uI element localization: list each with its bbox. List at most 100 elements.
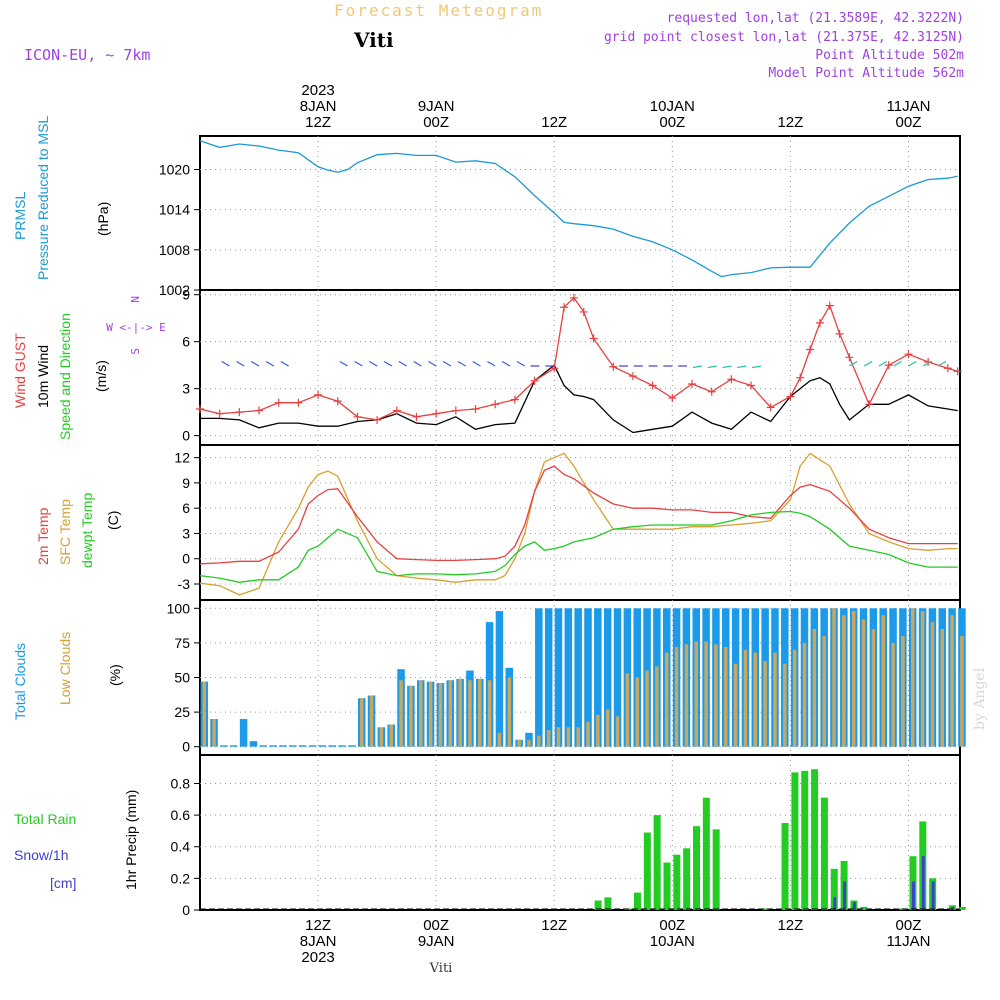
- wind-tick-label: 9: [182, 287, 190, 303]
- low-cloud-bar: [674, 647, 679, 747]
- precip-bars: [200, 769, 966, 910]
- total-cloud-bar: [348, 745, 356, 747]
- low-cloud-bar: [438, 683, 443, 747]
- total-cloud-bar: [289, 745, 297, 747]
- rain-bar: [604, 897, 612, 910]
- rain-bar: [702, 797, 710, 910]
- wind-arrow: [221, 360, 230, 367]
- dewpt-line: [199, 510, 958, 583]
- pressure-line: [199, 140, 958, 278]
- low-cloud-bar: [920, 611, 925, 747]
- total-cloud-bar: [594, 608, 602, 747]
- snow-unit-label: [cm]: [50, 875, 76, 891]
- wind-arrow: [383, 360, 393, 367]
- snow-bar: [921, 856, 925, 910]
- low-cloud-bar: [940, 629, 944, 747]
- low-cloud-bar: [468, 680, 472, 747]
- precip-tick-label: 0.4: [171, 839, 191, 855]
- wind-gust-line: [199, 296, 958, 421]
- gust-marker: [353, 412, 362, 421]
- grid-point-coords: grid point closest lon,lat (21.375E, 42.…: [604, 30, 964, 45]
- rain-bar: [830, 868, 838, 910]
- snow-label: Snow/1h: [14, 847, 68, 863]
- wind-speed-line: [200, 364, 958, 434]
- total-cloud-bar: [230, 745, 238, 747]
- wind-arrow: [692, 365, 702, 369]
- wind-arrow: [707, 365, 717, 369]
- compass-n: N: [129, 296, 142, 303]
- total-cloud-bar: [328, 745, 336, 747]
- pressure-tick-label: 1002: [159, 282, 190, 298]
- pressure-tick-label: 1008: [159, 242, 190, 258]
- rain-bar: [673, 854, 681, 910]
- time-label-top: 9JAN: [418, 98, 455, 115]
- total-cloud-bar: [613, 608, 622, 747]
- low-cloud-bar: [950, 615, 954, 747]
- total-cloud-bar: [554, 608, 563, 747]
- total-cloud-bar: [564, 608, 573, 747]
- app-name: Forecast Meteogram: [334, 1, 543, 20]
- low-cloud-bar: [733, 663, 738, 747]
- low-cloud-bar: [812, 629, 817, 747]
- temp-panel-frame: [199, 444, 961, 601]
- requested-coords: requested lon,lat (21.3589E, 42.3222N): [667, 11, 964, 26]
- low-cloud-bar: [910, 608, 915, 747]
- total-cloud-bar: [584, 608, 592, 747]
- wind-series: [196, 293, 962, 434]
- low-cloud-bar: [704, 641, 708, 747]
- low-cloud-bar: [418, 680, 423, 747]
- gust-marker: [815, 318, 824, 327]
- low-cloud-bar: [478, 678, 482, 747]
- gust-marker: [392, 406, 401, 415]
- wind-arrow: [722, 365, 732, 369]
- gust-marker: [943, 364, 952, 373]
- precip-unit: 1hr Precip (mm): [123, 790, 139, 890]
- total-cloud-bar: [259, 745, 268, 747]
- y-tick-labels: 10201014100810029630129630-310075502500.…: [159, 161, 200, 918]
- pressure-label-1: PRMSL: [12, 192, 28, 240]
- pressure-series: [199, 140, 958, 278]
- wind-arrow: [516, 360, 526, 367]
- wind-tick-label: 0: [182, 428, 190, 444]
- low-cloud-bar: [487, 680, 492, 747]
- wind-arrow: [472, 360, 481, 367]
- rain-bar: [958, 906, 966, 910]
- temperature-series: [199, 452, 958, 596]
- gust-marker: [412, 412, 421, 421]
- low-cloud-bar: [566, 727, 571, 747]
- low-cloud-bar: [664, 652, 669, 747]
- low-cloud-bar: [546, 730, 551, 747]
- low-cloud-bar: [714, 644, 718, 747]
- low-cloud-bar: [399, 680, 403, 747]
- pressure-tick-label: 1020: [159, 161, 190, 177]
- gust-marker: [530, 376, 539, 385]
- wind-unit: (m/s): [93, 360, 109, 392]
- pressure-tick-label: 1014: [159, 202, 190, 218]
- low-cloud-bar: [724, 647, 728, 747]
- total-cloud-bar: [308, 745, 317, 747]
- wind-tick-label: 3: [182, 381, 190, 397]
- gust-marker: [865, 400, 874, 409]
- time-label-bottom: 9JAN: [418, 933, 455, 950]
- wind-arrow: [849, 360, 858, 367]
- total-cloud-bar: [269, 745, 277, 747]
- low-cloud-bar: [202, 681, 206, 747]
- low-clouds-label: Low Clouds: [57, 632, 73, 705]
- gust-marker: [884, 361, 893, 370]
- low-cloud-bar: [783, 663, 787, 747]
- rain-bar: [801, 770, 809, 910]
- gust-marker: [648, 381, 657, 390]
- wind-gust-label: Wind GUST: [12, 333, 28, 408]
- time-label-top: 12Z: [541, 114, 567, 131]
- low-cloud-bar: [576, 727, 580, 747]
- gust-marker: [727, 375, 736, 384]
- wind-arrow: [751, 365, 761, 369]
- low-cloud-bar: [635, 677, 639, 747]
- low-cloud-bar: [507, 677, 512, 747]
- low-cloud-bar: [655, 666, 659, 747]
- gust-marker: [235, 408, 244, 417]
- low-cloud-bar: [389, 724, 393, 747]
- low-cloud-bar: [556, 727, 561, 747]
- wind-arrow: [457, 360, 466, 367]
- wind-arrow: [398, 360, 407, 367]
